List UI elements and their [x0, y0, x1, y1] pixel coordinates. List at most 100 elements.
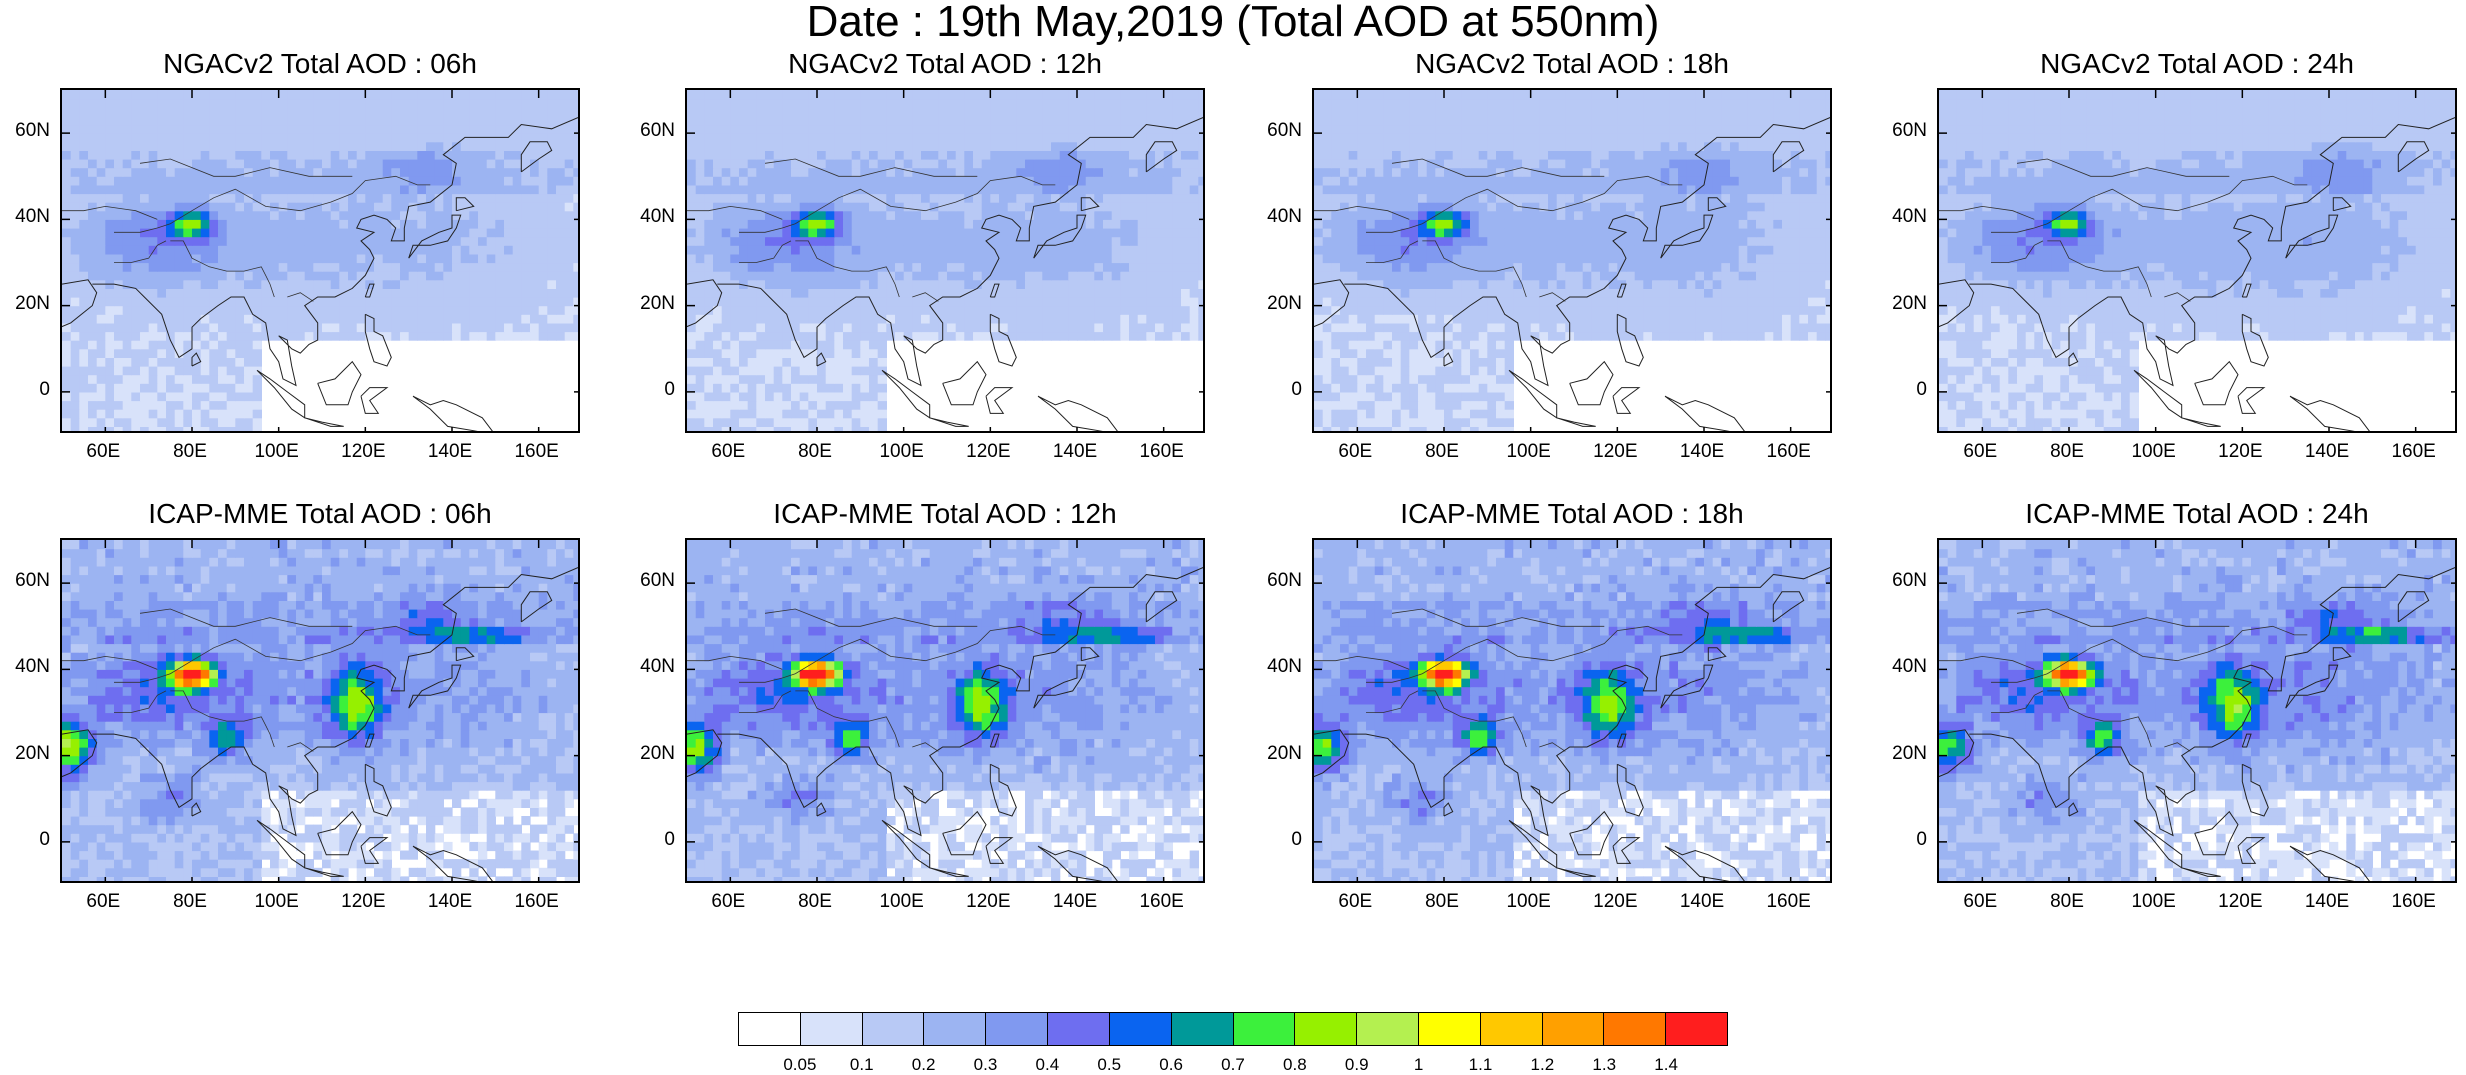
- lat-label: 20N: [1254, 743, 1302, 765]
- coastline: [2195, 362, 2238, 405]
- coastline: [986, 388, 1012, 414]
- lon-label: 80E: [1412, 441, 1472, 463]
- lon-label: 100E: [247, 891, 307, 913]
- lat-label: 60N: [1254, 120, 1302, 142]
- colorbar-label: 0.05: [770, 1055, 830, 1075]
- lon-label: 100E: [2124, 441, 2184, 463]
- lon-label: 100E: [1499, 891, 1559, 913]
- coastline: [2238, 388, 2264, 414]
- aod-field: [1939, 540, 2457, 883]
- colorbar: [738, 1012, 1728, 1046]
- aod-field: [62, 540, 580, 883]
- aod-map: [685, 88, 1205, 433]
- lon-label: 160E: [1132, 891, 1192, 913]
- lon-label: 120E: [958, 891, 1018, 913]
- colorbar-swatch: [801, 1013, 863, 1045]
- lon-label: 60E: [73, 891, 133, 913]
- coastline: [305, 418, 344, 427]
- lat-label: 20N: [627, 293, 675, 315]
- colorbar-swatch: [1110, 1013, 1172, 1045]
- lon-label: 120E: [958, 441, 1018, 463]
- lon-label: 140E: [1672, 441, 1732, 463]
- lon-label: 80E: [785, 891, 845, 913]
- colorbar-label: 1: [1389, 1055, 1449, 1075]
- lat-label: 60N: [1879, 120, 1927, 142]
- panel-title: ICAP-MME Total AOD : 12h: [685, 498, 1205, 530]
- lon-label: 100E: [872, 891, 932, 913]
- panel-title: ICAP-MME Total AOD : 06h: [60, 498, 580, 530]
- colorbar-label: 1.3: [1574, 1055, 1634, 1075]
- colorbar-swatch: [1357, 1013, 1419, 1045]
- lon-label: 160E: [2384, 441, 2444, 463]
- coastline: [1038, 396, 1120, 433]
- lat-label: 0: [1879, 829, 1927, 851]
- lon-label: 80E: [160, 891, 220, 913]
- lon-label: 140E: [1672, 891, 1732, 913]
- lat-label: 0: [627, 829, 675, 851]
- coastline: [1557, 418, 1596, 427]
- lat-label: 20N: [2, 293, 50, 315]
- colorbar-swatch: [1419, 1013, 1481, 1045]
- aod-map: [1312, 538, 1832, 883]
- figure-title: Date : 19th May,2019 (Total AOD at 550nm…: [0, 0, 2466, 44]
- lon-label: 60E: [1325, 441, 1385, 463]
- lon-label: 120E: [333, 441, 393, 463]
- aod-map: [1937, 538, 2457, 883]
- colorbar-swatch: [1048, 1013, 1110, 1045]
- lon-label: 140E: [2297, 891, 2357, 913]
- aod-field: [1314, 540, 1832, 883]
- colorbar-swatch: [739, 1013, 801, 1045]
- lon-label: 80E: [2037, 891, 2097, 913]
- colorbar-label: 1.1: [1451, 1055, 1511, 1075]
- aod-map: [1312, 88, 1832, 433]
- lon-label: 60E: [1950, 891, 2010, 913]
- lat-label: 40N: [1254, 206, 1302, 228]
- lon-label: 160E: [2384, 891, 2444, 913]
- lon-label: 120E: [1585, 891, 1645, 913]
- colorbar-label: 0.3: [956, 1055, 1016, 1075]
- lon-label: 160E: [507, 441, 567, 463]
- coastline: [1509, 370, 1557, 418]
- coastline: [2134, 370, 2182, 418]
- colorbar-swatch: [986, 1013, 1048, 1045]
- colorbar-swatch: [1481, 1013, 1543, 1045]
- lat-label: 40N: [1879, 656, 1927, 678]
- lon-label: 160E: [1759, 441, 1819, 463]
- aod-field: [687, 540, 1205, 883]
- aod-map: [60, 88, 580, 433]
- lat-label: 40N: [627, 656, 675, 678]
- lat-label: 20N: [627, 743, 675, 765]
- aod-field: [1314, 90, 1832, 433]
- lon-label: 100E: [247, 441, 307, 463]
- lon-label: 120E: [1585, 441, 1645, 463]
- lat-label: 0: [1254, 829, 1302, 851]
- colorbar-label: 0.4: [1017, 1055, 1077, 1075]
- lat-label: 60N: [2, 120, 50, 142]
- coastline: [318, 362, 361, 405]
- lon-label: 100E: [872, 441, 932, 463]
- coastline: [257, 370, 305, 418]
- lat-label: 40N: [1254, 656, 1302, 678]
- coastline: [1570, 362, 1613, 405]
- lat-label: 20N: [1879, 743, 1927, 765]
- coastline: [1613, 388, 1639, 414]
- lon-label: 120E: [2210, 891, 2270, 913]
- lat-label: 40N: [2, 206, 50, 228]
- colorbar-swatch: [1234, 1013, 1296, 1045]
- aod-field: [687, 90, 1205, 433]
- colorbar-label: 0.6: [1141, 1055, 1201, 1075]
- colorbar-swatch: [863, 1013, 925, 1045]
- lat-label: 20N: [1254, 293, 1302, 315]
- coastline: [361, 388, 387, 414]
- colorbar-label: 0.2: [894, 1055, 954, 1075]
- lon-label: 140E: [420, 891, 480, 913]
- lat-label: 60N: [1879, 570, 1927, 592]
- coastline: [2290, 396, 2372, 433]
- panel-title: NGACv2 Total AOD : 12h: [685, 48, 1205, 80]
- aod-map: [60, 538, 580, 883]
